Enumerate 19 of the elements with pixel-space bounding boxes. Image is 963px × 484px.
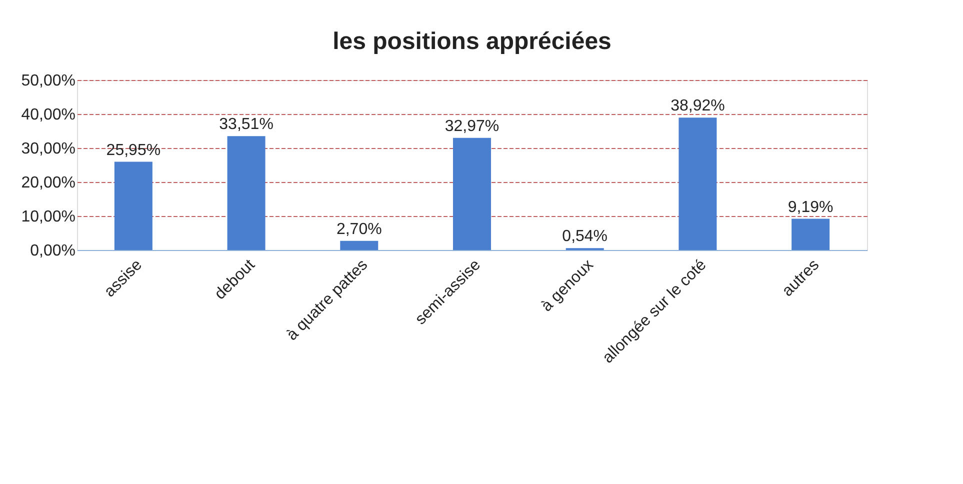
y-tick-label: 30,00% <box>21 140 76 158</box>
data-label: 9,19% <box>788 198 834 216</box>
y-tick-label: 0,00% <box>30 242 76 260</box>
chart-title: les positions appréciées <box>332 28 612 55</box>
y-tick-label: 20,00% <box>21 174 76 192</box>
bar <box>678 118 717 250</box>
data-label: 33,51% <box>219 116 274 134</box>
data-label: 38,92% <box>670 98 725 115</box>
bar <box>114 162 152 250</box>
y-tick-label: 40,00% <box>21 106 76 124</box>
bar <box>453 138 491 250</box>
y-tick-label: 10,00% <box>21 208 76 226</box>
data-label: 2,70% <box>336 220 382 238</box>
bar <box>227 136 266 250</box>
bar <box>340 240 378 250</box>
y-tick-label: 50,00% <box>21 72 76 90</box>
data-label: 32,97% <box>444 118 500 135</box>
data-label: 0,54% <box>562 228 608 246</box>
bar <box>792 218 830 250</box>
